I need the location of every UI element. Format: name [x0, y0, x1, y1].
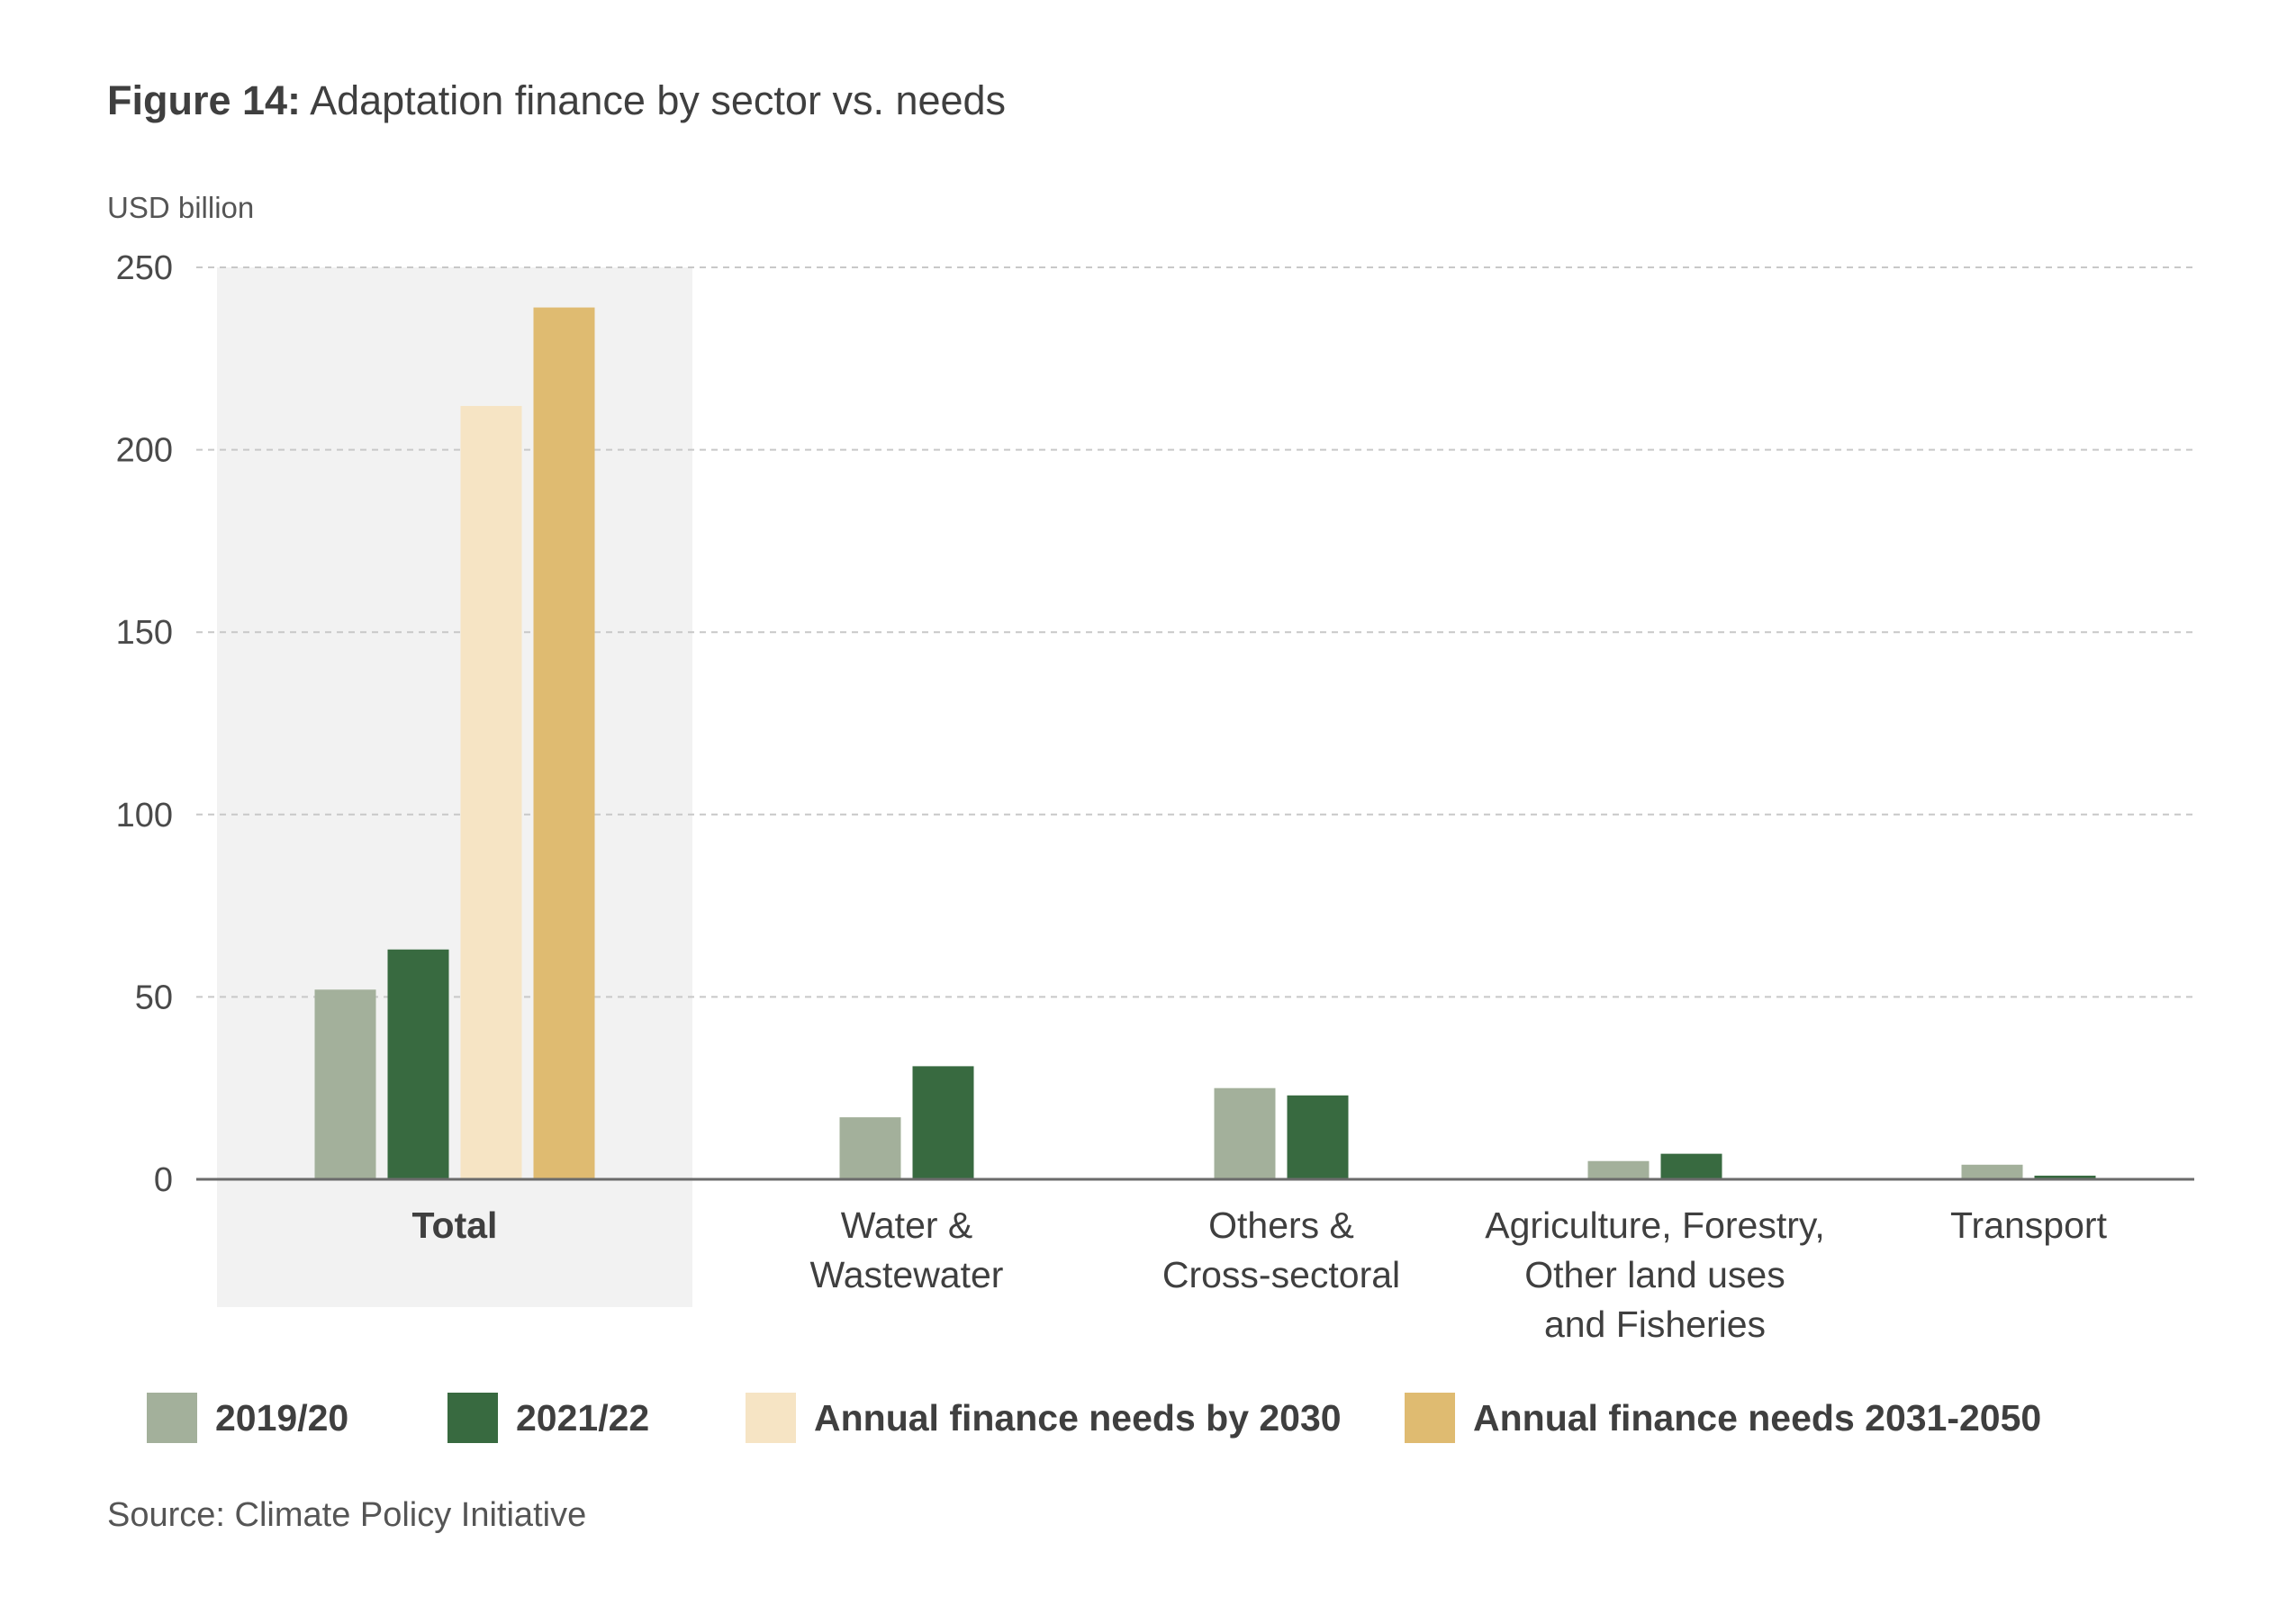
bar-chart: 0 50 100 150 200 250 Total Water & Wastewater Oth…	[116, 249, 2194, 1345]
bar	[1660, 1153, 1722, 1179]
x-category-label: Other land uses	[1524, 1254, 1785, 1295]
x-category-label: Water &	[841, 1205, 973, 1246]
x-category-label: Total	[412, 1205, 498, 1246]
bar	[1287, 1095, 1349, 1179]
y-axis-unit-label: USD billion	[107, 191, 255, 224]
y-tick-label: 150	[116, 614, 173, 652]
y-tick-label: 50	[135, 979, 173, 1016]
y-tick-label: 250	[116, 249, 173, 287]
bar	[839, 1117, 901, 1179]
bar	[533, 307, 595, 1179]
y-tick-label: 200	[116, 432, 173, 470]
legend-label: 2019/20	[215, 1397, 349, 1439]
legend-label: 2021/22	[516, 1397, 650, 1439]
legend-swatch	[447, 1393, 498, 1443]
figure-label: Figure 14:	[107, 77, 302, 123]
bar	[912, 1066, 974, 1179]
bar	[1961, 1164, 2023, 1179]
x-category-label: Cross-sectoral	[1162, 1254, 1400, 1295]
x-category-label: Wastewater	[810, 1254, 1004, 1295]
legend: 2019/20 2021/22 Annual finance needs by 20…	[0, 1391, 2296, 1445]
x-category-label: Others &	[1208, 1205, 1354, 1246]
bar	[1587, 1160, 1650, 1179]
chart-title: Figure 14: Adaptation finance by sector …	[107, 77, 1006, 124]
bar	[2034, 1175, 2096, 1179]
legend-swatch	[746, 1393, 796, 1443]
bar	[387, 949, 449, 1179]
legend-label: Annual finance needs by 2030	[814, 1397, 1342, 1439]
legend-label: Annual finance needs 2031-2050	[1473, 1397, 2042, 1439]
source-note: Source: Climate Policy Initiative	[107, 1496, 587, 1534]
bar	[314, 989, 376, 1179]
legend-swatch	[1405, 1393, 1455, 1443]
y-tick-label: 100	[116, 797, 173, 835]
bar	[1214, 1087, 1276, 1179]
highlight-panel	[217, 267, 692, 1307]
x-category-label: Agriculture, Forestry,	[1485, 1205, 1824, 1246]
y-tick-label: 0	[154, 1161, 173, 1199]
bar	[460, 405, 522, 1179]
title-text: Adaptation finance by sector vs. needs	[310, 77, 1007, 123]
x-category-label: and Fisheries	[1544, 1304, 1766, 1345]
x-category-label: Transport	[1950, 1205, 2108, 1246]
legend-swatch	[147, 1393, 197, 1443]
